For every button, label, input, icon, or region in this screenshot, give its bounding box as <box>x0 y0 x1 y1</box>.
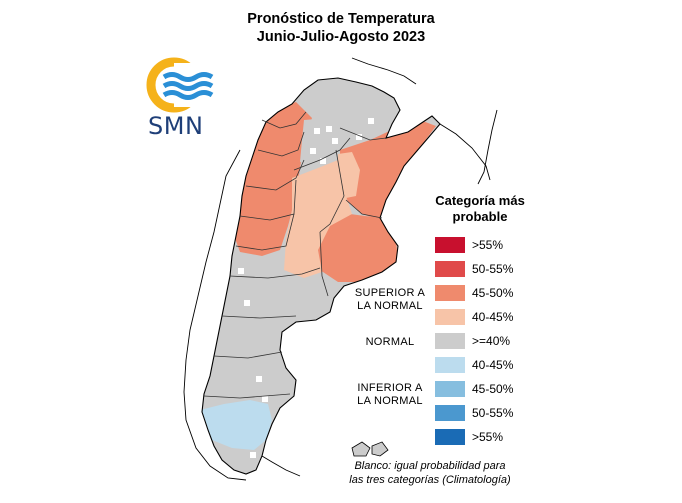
smn-logo-text: SMN <box>148 112 204 140</box>
legend-label: 40-45% <box>472 310 514 324</box>
legend-title-line1: Categoría más <box>435 193 525 208</box>
legend-swatch <box>435 429 465 445</box>
legend-swatch <box>435 237 465 253</box>
map-title-line1: Pronóstico de Temperatura <box>247 11 435 27</box>
legend-label: 40-45% <box>472 358 514 372</box>
argentina-outline <box>201 77 441 475</box>
climatology-note-line1: Blanco: igual probabilidad para <box>354 460 506 472</box>
climatology-note-line2: las tres categorías (Climatología) <box>349 474 511 486</box>
smn-logo-icon <box>146 57 218 113</box>
legend-label: 50-55% <box>472 262 514 276</box>
legend-group-inferior-line1: INFERIOR A <box>357 382 423 394</box>
region-superior-40-45-central <box>284 160 352 278</box>
legend-swatch <box>435 261 465 277</box>
legend-swatch <box>435 333 465 349</box>
region-superior-45-50-northeast <box>340 120 436 220</box>
legend-swatch <box>435 309 465 325</box>
legend-group-superior-line1: SUPERIOR A <box>354 287 426 299</box>
legend-label: 45-50% <box>472 286 514 300</box>
legend-swatch <box>435 405 465 421</box>
legend-swatch <box>435 381 465 397</box>
legend-title-line2: probable <box>452 209 508 224</box>
neighbour-outline <box>183 57 498 481</box>
legend-label: >55% <box>472 430 504 444</box>
province-boundaries <box>203 111 387 399</box>
region-superior-40-45-north <box>338 152 360 198</box>
region-inferior-40-45-south <box>202 400 272 450</box>
map-title-line2: Junio-Julio-Agosto 2023 <box>256 29 426 45</box>
legend-swatch <box>435 357 465 373</box>
region-superior-45-50-pampas <box>314 214 398 282</box>
legend-label: 50-55% <box>472 406 514 420</box>
legend-label: >=40% <box>472 334 511 348</box>
legend-label: 45-50% <box>472 382 514 396</box>
legend-group-inferior-line2: LA NORMAL <box>357 395 423 407</box>
malvinas-islands <box>351 441 389 457</box>
legend-group-normal: NORMAL <box>365 336 415 348</box>
legend-label: >55% <box>472 238 504 252</box>
legend-group-superior-line2: LA NORMAL <box>357 300 423 312</box>
region-climatology <box>238 118 374 458</box>
legend-swatch <box>435 285 465 301</box>
